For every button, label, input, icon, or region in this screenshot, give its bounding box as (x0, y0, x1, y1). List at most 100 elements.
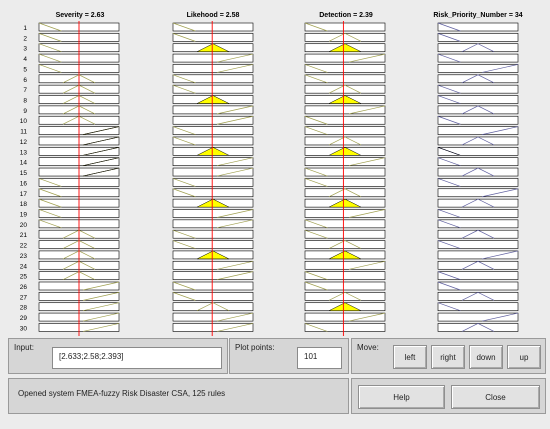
membership-function (461, 74, 495, 84)
rule-cell-box (437, 95, 519, 104)
membership-function (304, 22, 328, 32)
rule-cell (304, 323, 386, 332)
rule-cell-box (437, 74, 519, 84)
rule-cell (437, 323, 519, 332)
membership-function (38, 178, 62, 187)
move-left-button[interactable]: left (393, 345, 427, 369)
rule-cell-box (304, 219, 386, 229)
action-panel: Help Close (351, 378, 546, 414)
membership-function (196, 302, 230, 312)
rule-cell (437, 291, 519, 301)
membership-function (328, 240, 362, 249)
membership-function (481, 126, 519, 135)
rule-cell-box (437, 53, 519, 63)
membership-function (481, 64, 519, 73)
rule-cell-box (304, 178, 386, 187)
move-right-button[interactable]: right (431, 345, 465, 369)
rule-cell (437, 209, 519, 218)
rule-cell (172, 95, 254, 104)
status-panel: Opened system FMEA-fuzzy Risk Disaster C… (8, 378, 349, 414)
membership-function (328, 291, 362, 301)
activated-region (196, 250, 230, 260)
rule-cell-box (437, 147, 519, 156)
membership-function (437, 22, 461, 32)
activated-region (82, 167, 120, 177)
membership-function (216, 64, 254, 73)
rule-cell-box (437, 136, 519, 146)
move-up-button[interactable]: up (507, 345, 541, 369)
column-title-4: Risk_Priority_Number = 34 (433, 12, 522, 19)
membership-function (348, 53, 386, 63)
rule-cell (304, 240, 386, 249)
rule-cell (172, 33, 254, 42)
rule-cell (304, 291, 386, 301)
rule-cell-box (172, 292, 254, 301)
row-label: 21 (20, 232, 28, 239)
row-label: 8 (23, 98, 27, 105)
membership-function (328, 136, 362, 146)
membership-function (461, 229, 495, 239)
membership-function (38, 198, 62, 208)
row-label: 9 (23, 108, 27, 115)
rule-cell-box (437, 229, 519, 239)
membership-function (348, 105, 386, 115)
rule-cell (172, 157, 254, 167)
rule-cell (437, 178, 519, 187)
rule-cell (172, 126, 254, 135)
membership-function (216, 209, 254, 218)
row-label: 16 (20, 180, 28, 187)
membership-function (304, 178, 328, 187)
rule-cell-box (172, 64, 254, 73)
rule-cell (437, 53, 519, 63)
activated-region (196, 198, 230, 208)
rule-cell (437, 188, 519, 198)
rule-cell-box (437, 105, 519, 115)
rule-cell (437, 126, 519, 135)
rule-cell-box (437, 126, 519, 135)
rule-cell-box (437, 240, 519, 249)
row-label: 7 (23, 87, 27, 94)
plot-points-field[interactable]: 101 (297, 347, 342, 369)
rule-cell (172, 250, 254, 260)
rule-cell (304, 22, 386, 32)
input-field[interactable]: [2.633;2.58;2.393] (52, 347, 222, 369)
rule-cell (437, 281, 519, 291)
activated-region (82, 136, 120, 146)
rule-cell-box (304, 167, 386, 177)
rule-cell-box (172, 157, 254, 166)
activated-region (328, 250, 362, 260)
plot-points-panel: Plot points: 101 (229, 338, 349, 374)
membership-function (172, 292, 196, 301)
membership-function (461, 167, 495, 177)
close-button[interactable]: Close (451, 385, 540, 409)
row-label: 30 (20, 325, 28, 332)
membership-function (304, 167, 328, 177)
row-label: 24 (20, 263, 28, 270)
rule-cell-box (437, 178, 519, 187)
rule-cell (304, 43, 386, 53)
membership-function (437, 219, 461, 229)
help-button[interactable]: Help (358, 385, 445, 409)
rule-cell (437, 105, 519, 115)
membership-function (172, 240, 196, 249)
rule-cell (172, 312, 254, 322)
rule-cell-box (172, 126, 254, 135)
move-down-button[interactable]: down (469, 345, 503, 369)
rule-cell-box (304, 115, 386, 125)
status-text: Opened system FMEA-fuzzy Risk Disaster C… (18, 389, 226, 398)
activated-region (196, 43, 230, 52)
row-label: 13 (20, 149, 28, 156)
rule-cell (304, 84, 386, 94)
membership-function (437, 53, 461, 63)
rule-cell-box (172, 22, 254, 32)
membership-function (82, 302, 120, 312)
rule-cell (172, 53, 254, 63)
membership-function (82, 312, 120, 322)
membership-function (172, 229, 196, 239)
membership-function (437, 95, 461, 104)
rule-cell (437, 115, 519, 125)
rule-cell-box (172, 115, 254, 125)
rule-cell-box (172, 188, 254, 198)
rule-cell (304, 312, 386, 322)
membership-function (216, 53, 254, 63)
